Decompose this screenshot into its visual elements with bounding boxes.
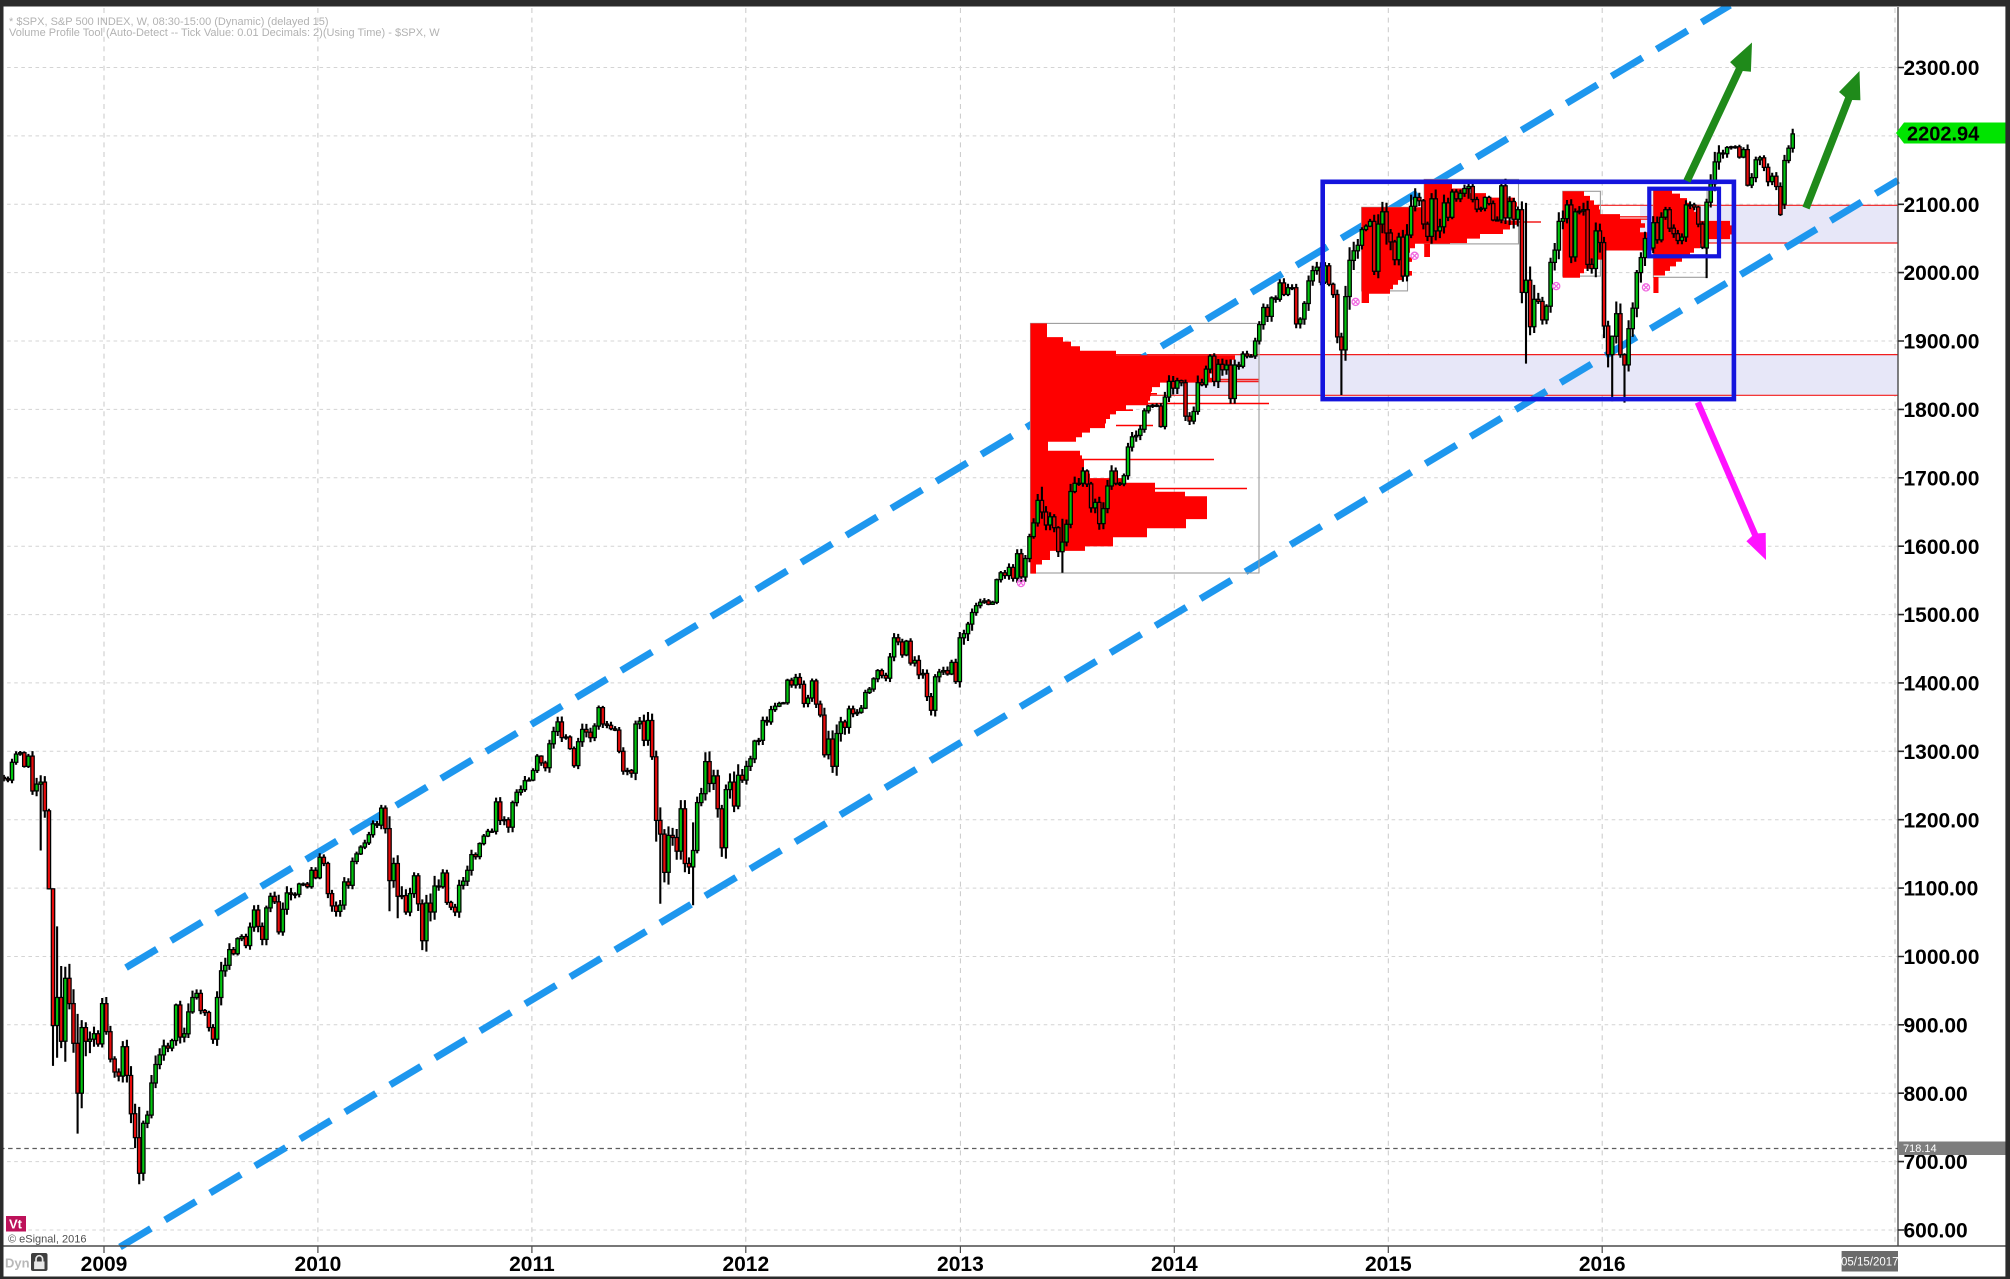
svg-text:1500.00: 1500.00	[1904, 604, 1980, 627]
svg-text:2010: 2010	[295, 1253, 342, 1276]
svg-text:1900.00: 1900.00	[1904, 331, 1980, 354]
svg-text:Vt: Vt	[9, 1217, 23, 1232]
svg-text:Volume Profile Tool (Auto-Dete: Volume Profile Tool (Auto-Detect -- Tick…	[9, 27, 440, 39]
svg-text:718.14: 718.14	[1903, 1143, 1937, 1155]
svg-text:© eSignal, 2016: © eSignal, 2016	[8, 1234, 86, 1246]
svg-text:2013: 2013	[937, 1253, 984, 1276]
svg-text:2000.00: 2000.00	[1904, 262, 1980, 285]
svg-text:05/15/2017: 05/15/2017	[1841, 1257, 1899, 1269]
svg-text:700.00: 700.00	[1904, 1151, 1968, 1174]
svg-text:1300.00: 1300.00	[1904, 741, 1980, 764]
svg-text:1600.00: 1600.00	[1904, 536, 1980, 559]
svg-text:2012: 2012	[722, 1253, 769, 1276]
svg-text:1400.00: 1400.00	[1904, 673, 1980, 696]
svg-text:2015: 2015	[1365, 1253, 1412, 1276]
svg-text:1100.00: 1100.00	[1904, 878, 1979, 901]
svg-text:800.00: 800.00	[1904, 1083, 1968, 1106]
svg-text:2016: 2016	[1579, 1253, 1626, 1276]
svg-text:1700.00: 1700.00	[1904, 467, 1980, 490]
svg-text:2202.94: 2202.94	[1907, 124, 1980, 146]
svg-text:2009: 2009	[81, 1253, 128, 1276]
svg-text:1800.00: 1800.00	[1904, 399, 1980, 422]
svg-text:1000.00: 1000.00	[1904, 946, 1980, 969]
svg-text:2011: 2011	[509, 1253, 555, 1276]
svg-text:2100.00: 2100.00	[1904, 194, 1980, 217]
svg-text:2300.00: 2300.00	[1904, 57, 1980, 80]
svg-text:* $SPX, S&P 500 INDEX, W, 08:3: * $SPX, S&P 500 INDEX, W, 08:30-15:00 (D…	[9, 16, 329, 28]
svg-text:2014: 2014	[1151, 1253, 1198, 1276]
svg-text:600.00: 600.00	[1904, 1220, 1968, 1243]
svg-text:900.00: 900.00	[1904, 1014, 1968, 1037]
svg-text:1200.00: 1200.00	[1904, 809, 1980, 832]
svg-text:Dyn: Dyn	[5, 1256, 30, 1271]
